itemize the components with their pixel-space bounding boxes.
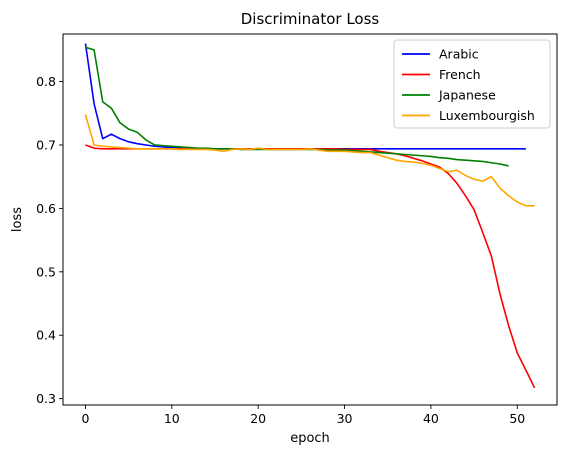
x-tick-label: 10 xyxy=(164,411,180,426)
y-tick-label: 0.5 xyxy=(36,264,56,279)
legend: Arabic French Japanese Luxembourgish xyxy=(393,39,551,129)
x-tick-label: 30 xyxy=(337,411,353,426)
x-tick-label: 0 xyxy=(81,411,89,426)
x-axis: 0 10 20 30 40 50 xyxy=(81,405,525,426)
x-tick-label: 20 xyxy=(250,411,266,426)
y-tick-label: 0.7 xyxy=(36,137,56,152)
y-tick-label: 0.8 xyxy=(36,74,56,89)
y-axis-label: loss xyxy=(10,207,25,232)
legend-label-luxembourgish: Luxembourgish xyxy=(439,108,535,123)
y-axis: 0.3 0.4 0.5 0.6 0.7 0.8 xyxy=(36,74,63,406)
x-axis-label: epoch xyxy=(290,431,330,446)
series-line-french xyxy=(85,144,536,389)
legend-label-japanese: Japanese xyxy=(438,88,496,103)
plot-frame xyxy=(62,33,558,406)
y-tick-label: 0.3 xyxy=(36,391,56,406)
plot-lines xyxy=(84,43,536,389)
y-tick-label: 0.4 xyxy=(36,328,56,343)
y-tick-label: 0.6 xyxy=(36,201,56,216)
series-line-luxembourgish xyxy=(84,114,535,207)
legend-box xyxy=(393,39,551,129)
legend-label-arabic: Arabic xyxy=(439,47,479,62)
legend-label-french: French xyxy=(439,67,481,82)
chart-title: Discriminator Loss xyxy=(241,10,380,28)
x-tick-label: 40 xyxy=(423,411,439,426)
x-tick-label: 50 xyxy=(509,411,525,426)
